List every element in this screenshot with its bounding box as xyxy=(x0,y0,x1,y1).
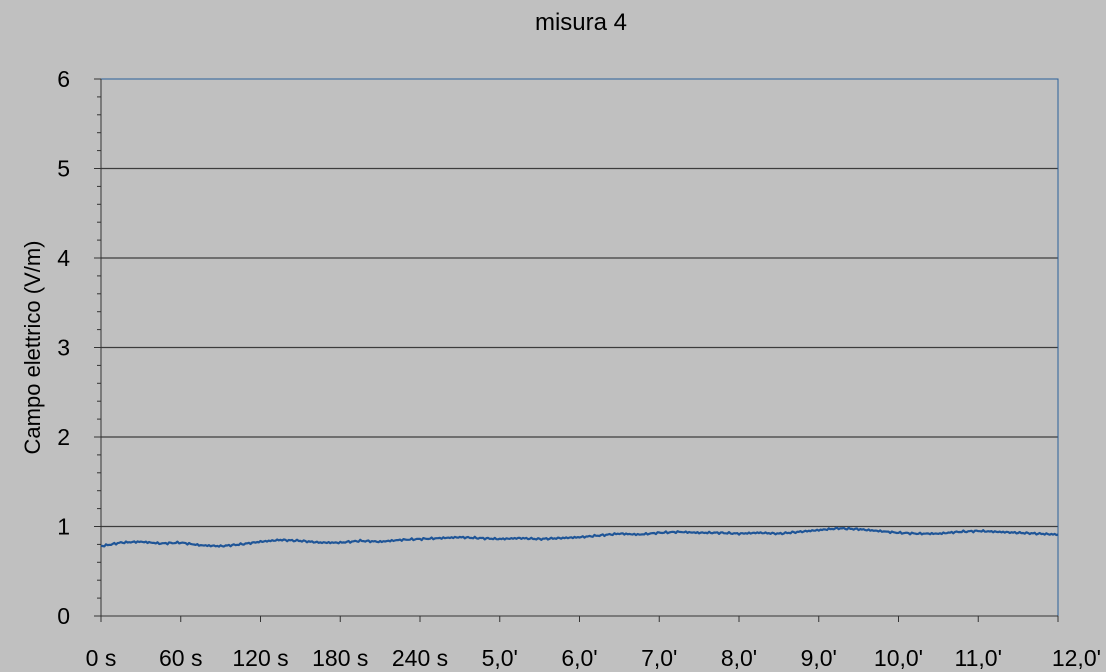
y-tick-label: 3 xyxy=(57,335,70,361)
y-tick-label: 4 xyxy=(57,245,70,271)
y-tick-label: 6 xyxy=(57,66,70,92)
y-axis-label: Campo elettrico (V/m) xyxy=(20,241,45,455)
x-tick-label: 5,0' xyxy=(482,645,518,671)
x-tick-label: 120 s xyxy=(232,645,288,671)
x-tick-label: 60 s xyxy=(159,645,202,671)
y-tick-label: 2 xyxy=(57,424,70,450)
x-axis: 0 s 60 s 120 s 180 s 240 s 5,0' 6,0' 7,0' 8,0' 9,… xyxy=(86,615,1101,671)
x-tick-label: 9,0' xyxy=(801,645,837,671)
chart-title: misura 4 xyxy=(535,9,627,36)
x-tick-label: 240 s xyxy=(392,645,448,671)
x-tick-label: 7,0' xyxy=(641,645,677,671)
gridlines xyxy=(101,167,1058,528)
y-axis: 0 1 2 3 4 5 6 xyxy=(57,66,102,629)
y-tick-label: 1 xyxy=(57,514,70,540)
y-tick-label: 0 xyxy=(57,603,70,629)
x-tick-label: 11,0' xyxy=(955,645,1002,671)
x-tick-label: 180 s xyxy=(312,645,368,671)
x-tick-label: 10,0' xyxy=(874,645,923,671)
x-tick-label: 8,0' xyxy=(721,645,757,671)
series-line xyxy=(100,526,1059,548)
x-tick-label: 6,0' xyxy=(561,645,597,671)
x-tick-label: 0 s xyxy=(86,645,117,671)
x-tick-label: 12,0' xyxy=(1052,645,1101,671)
y-tick-label: 5 xyxy=(57,156,70,182)
